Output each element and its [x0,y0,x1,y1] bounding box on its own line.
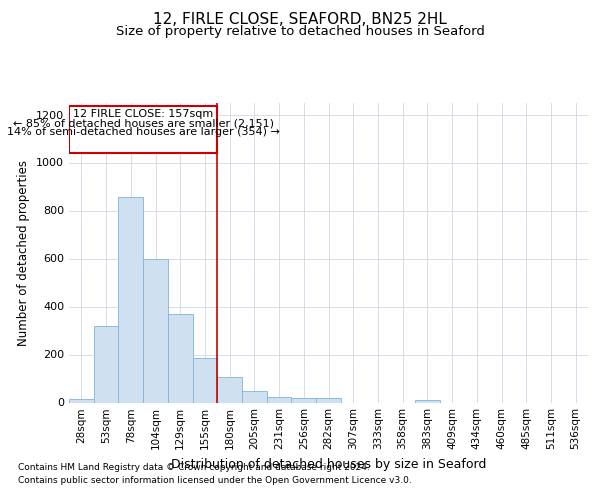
Text: Contains HM Land Registry data © Crown copyright and database right 2024.: Contains HM Land Registry data © Crown c… [18,462,370,471]
Text: Size of property relative to detached houses in Seaford: Size of property relative to detached ho… [116,25,484,38]
Text: 12 FIRLE CLOSE: 157sqm: 12 FIRLE CLOSE: 157sqm [73,109,213,119]
Bar [316,398,341,402]
Bar [242,391,267,402]
Bar [217,377,242,402]
Bar [69,106,217,153]
X-axis label: Distribution of detached houses by size in Seaford: Distribution of detached houses by size … [171,458,486,471]
Bar [193,358,217,403]
Bar [69,399,94,402]
Bar [267,397,292,402]
Y-axis label: Number of detached properties: Number of detached properties [17,160,31,346]
Bar [94,326,118,402]
Text: 14% of semi-detached houses are larger (354) →: 14% of semi-detached houses are larger (… [7,127,280,137]
Bar [292,398,316,402]
Text: Contains public sector information licensed under the Open Government Licence v3: Contains public sector information licen… [18,476,412,485]
Bar [415,400,440,402]
Bar [118,198,143,402]
Bar [168,314,193,402]
Text: ← 85% of detached houses are smaller (2,151): ← 85% of detached houses are smaller (2,… [13,118,274,128]
Bar [143,259,168,402]
Text: 12, FIRLE CLOSE, SEAFORD, BN25 2HL: 12, FIRLE CLOSE, SEAFORD, BN25 2HL [153,12,447,28]
